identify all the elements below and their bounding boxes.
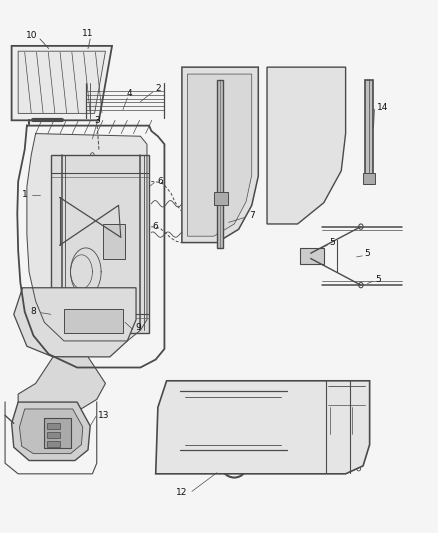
Polygon shape [18,357,106,410]
Polygon shape [51,155,149,333]
Polygon shape [19,409,83,454]
Polygon shape [214,192,228,205]
Polygon shape [182,67,258,243]
Text: 10: 10 [25,31,37,40]
Text: 6: 6 [157,177,163,186]
Text: 3: 3 [94,116,99,125]
Polygon shape [365,80,373,184]
Text: 7: 7 [249,212,254,221]
Text: 14: 14 [377,102,389,111]
Text: 4: 4 [127,89,132,98]
Polygon shape [12,402,90,461]
Text: 6: 6 [153,222,159,231]
Polygon shape [47,432,60,438]
Text: 1: 1 [22,190,28,199]
Polygon shape [267,67,346,224]
Polygon shape [363,173,375,184]
Polygon shape [14,288,136,357]
Text: 5: 5 [364,249,370,258]
Polygon shape [155,381,370,474]
Text: 5: 5 [330,238,336,247]
Polygon shape [217,80,223,248]
Polygon shape [300,248,324,264]
Polygon shape [44,418,71,448]
Polygon shape [187,74,252,236]
Polygon shape [103,224,125,259]
Polygon shape [27,134,147,341]
Text: 11: 11 [82,29,94,38]
Text: 8: 8 [31,307,36,316]
Polygon shape [18,51,106,114]
Text: 12: 12 [176,488,187,497]
Polygon shape [47,441,60,447]
Text: 2: 2 [155,84,161,93]
Text: 13: 13 [98,411,109,420]
Text: 9: 9 [135,323,141,332]
Polygon shape [47,423,60,429]
Polygon shape [64,309,123,333]
Polygon shape [12,46,112,120]
Text: 5: 5 [375,275,381,284]
